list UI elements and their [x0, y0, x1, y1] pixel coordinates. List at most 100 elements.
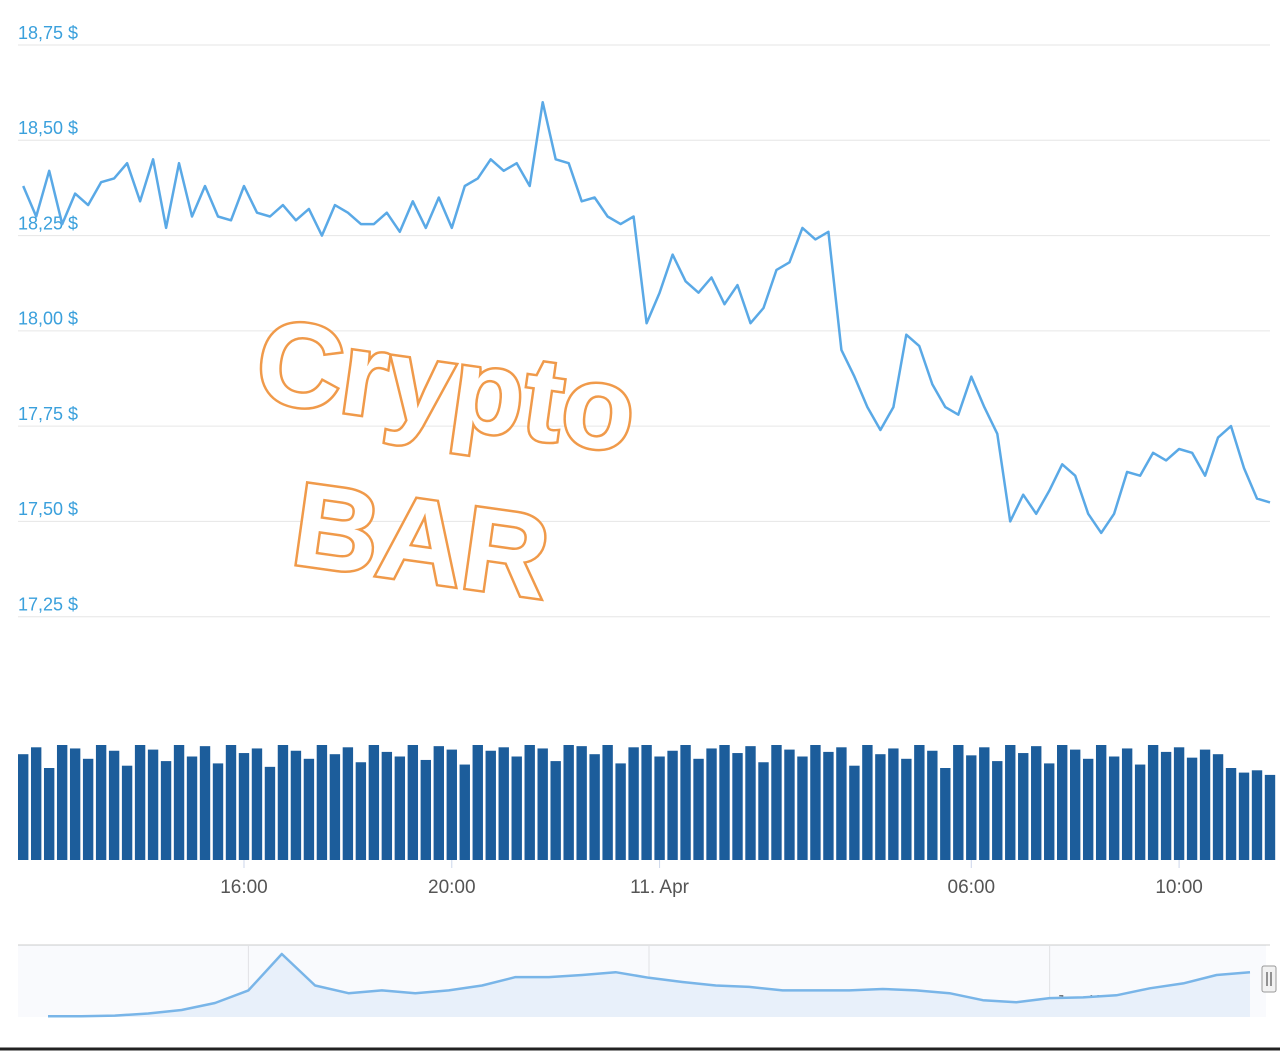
volume-bar [823, 751, 834, 860]
volume-bar [1005, 745, 1016, 860]
volume-bar [433, 746, 444, 860]
volume-bar [56, 745, 68, 860]
volume-bar [420, 759, 432, 860]
volume-bar [1095, 745, 1107, 860]
volume-bar [407, 745, 419, 860]
x-tick-label: 11. Apr [630, 877, 689, 898]
volume-bar [732, 753, 743, 860]
volume-bar [602, 745, 613, 860]
watermark-line: Crypto [249, 294, 644, 478]
x-tick-label: 06:00 [948, 877, 996, 898]
volume-bar [82, 758, 94, 860]
y-tick-label: 18,75 $ [18, 23, 78, 43]
volume-bar [355, 762, 367, 860]
watermark-line: BAR [285, 458, 557, 624]
volume-bar [667, 750, 678, 860]
navigator-handle [1261, 965, 1277, 993]
volume-bar [1082, 758, 1094, 860]
volume-bar [706, 748, 717, 860]
y-tick-label: 17,50 $ [18, 499, 78, 519]
volume-bar [18, 754, 29, 860]
y-tick-label: 18,25 $ [18, 213, 78, 233]
volume-bar [342, 747, 354, 860]
price-line [22, 100, 1271, 535]
x-tick-label: 10:00 [1155, 877, 1203, 898]
y-tick-label: 17,25 $ [18, 594, 78, 614]
volume-bar [1173, 747, 1185, 860]
watermark: Crypto BAR [246, 292, 646, 627]
volume-bar [1018, 753, 1029, 860]
volume-bar [940, 768, 951, 860]
volume-bar [914, 745, 925, 860]
volume-bar [368, 745, 380, 860]
volume-bar [1186, 757, 1198, 860]
volume-bar [498, 747, 509, 860]
volume-bar [30, 747, 42, 860]
volume-bar [1031, 746, 1042, 860]
volume-bar [1057, 745, 1068, 860]
volume-bar [680, 745, 691, 860]
volume-bar [212, 763, 224, 860]
volume-bar [238, 753, 250, 860]
volume-bar [797, 756, 808, 860]
volume-bar [641, 745, 652, 860]
volume-bar [69, 748, 81, 860]
volume-bar [810, 745, 821, 860]
navigator-area [48, 954, 1250, 1017]
volume-bar [134, 745, 146, 860]
volume-bar [576, 746, 587, 860]
volume-bar [1212, 754, 1224, 860]
volume-bar [693, 758, 704, 860]
volume-bar [316, 745, 328, 860]
volume-bar [1134, 764, 1146, 860]
volume-bar [1108, 756, 1120, 860]
volume-bar [1069, 749, 1081, 860]
volume-bar [628, 747, 639, 860]
volume-bar [511, 756, 522, 860]
y-tick-label: 18,00 $ [18, 309, 78, 329]
volume-bar [550, 761, 561, 860]
volume-bar [43, 768, 55, 860]
volume-bar [251, 748, 263, 860]
volume-bar [472, 745, 483, 860]
volume-bar [1238, 772, 1250, 860]
volume-bar [1121, 748, 1133, 860]
volume-bar [290, 750, 302, 860]
volume-bar [108, 750, 120, 860]
volume-bar [979, 747, 990, 860]
volume-bar [394, 756, 406, 860]
y-tick-label: 17,75 $ [18, 404, 78, 424]
volume-bar [771, 745, 782, 860]
volume-bar [1225, 768, 1237, 860]
volume-bar [485, 750, 496, 860]
volume-bar [95, 745, 107, 860]
price-line [48, 952, 1251, 1018]
x-tick-label: 16:00 [220, 877, 268, 898]
volume-bar [966, 755, 977, 860]
volume-bar [459, 764, 470, 860]
volume-bar [849, 765, 860, 860]
volume-bar [758, 762, 769, 860]
volume-bar [563, 745, 574, 860]
navigator-mask [18, 945, 1266, 1017]
volume-bar [186, 756, 198, 860]
volume-bar [1264, 774, 1276, 860]
volume-bar [862, 745, 873, 860]
volume-bar [537, 748, 548, 860]
volume-bar [875, 754, 886, 860]
volume-bar [303, 758, 315, 860]
volume-bar [225, 745, 237, 860]
volume-bar [901, 758, 912, 860]
volume-bar [446, 749, 457, 860]
volume-bar [147, 749, 159, 860]
volume-bar [199, 746, 211, 860]
volume-bar [992, 761, 1003, 860]
volume-bar [836, 747, 847, 860]
volume-bar [1044, 763, 1055, 860]
volume-bar [654, 756, 665, 860]
y-tick-label: 18,50 $ [18, 118, 78, 138]
x-tick-label: 20:00 [428, 877, 476, 898]
volume-bar [888, 748, 899, 860]
volume-bar [160, 761, 172, 860]
